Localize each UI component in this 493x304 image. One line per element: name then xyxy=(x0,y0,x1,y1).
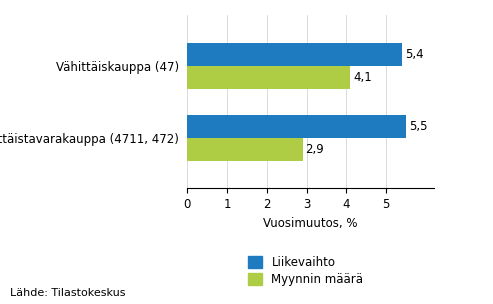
Text: 2,9: 2,9 xyxy=(306,143,324,156)
Legend: Liikevaihto, Myynnin määrä: Liikevaihto, Myynnin määrä xyxy=(248,256,363,286)
Text: Lähde: Tilastokeskus: Lähde: Tilastokeskus xyxy=(10,288,125,298)
Text: 5,5: 5,5 xyxy=(409,120,427,133)
Bar xyxy=(187,115,406,138)
Bar xyxy=(187,66,351,89)
Text: 5,4: 5,4 xyxy=(405,48,423,61)
X-axis label: Vuosimuutos, %: Vuosimuutos, % xyxy=(263,217,358,230)
Text: 4,1: 4,1 xyxy=(353,71,372,84)
Bar xyxy=(187,138,303,161)
Bar xyxy=(187,43,402,66)
